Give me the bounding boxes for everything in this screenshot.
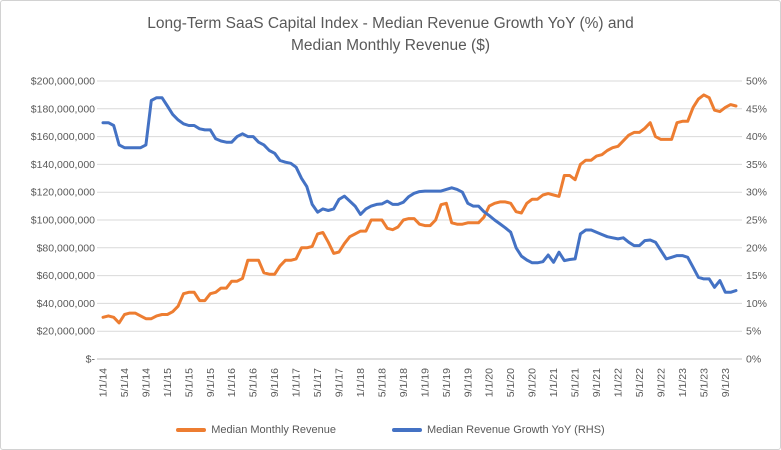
left-axis-tick-label: $60,000,000	[37, 270, 96, 282]
left-axis-tick-label: $140,000,000	[31, 159, 95, 171]
right-axis-tick-label: 30%	[746, 187, 767, 199]
legend-swatch-revenue-icon	[176, 428, 207, 432]
x-axis-tick-label: 9/1/21	[591, 368, 603, 397]
x-axis-tick-label: 1/1/19	[419, 368, 431, 397]
left-axis-tick-label: $40,000,000	[37, 298, 96, 310]
left-axis-tick-label: $180,000,000	[31, 103, 95, 115]
legend-item-revenue-growth: Median Revenue Growth YoY (RHS)	[392, 424, 605, 436]
x-axis-tick-label: 5/1/20	[505, 368, 517, 397]
x-axis-tick-label: 1/1/14	[98, 368, 110, 397]
x-axis-tick-label: 9/1/17	[334, 368, 346, 397]
legend-label-revenue: Median Monthly Revenue	[211, 424, 336, 436]
series-line-revenue-growth-yoy	[101, 96, 738, 294]
legend-swatch-growth-icon	[392, 428, 422, 432]
x-axis-tick-label: 9/1/19	[462, 368, 474, 397]
x-axis-tick-label: 9/1/23	[720, 368, 732, 397]
x-axis-tick-label: 1/1/17	[291, 368, 303, 397]
legend-item-median-monthly-revenue: Median Monthly Revenue	[176, 424, 336, 436]
x-axis-tick-label: 1/1/23	[677, 368, 689, 397]
x-axis-tick-label: 9/1/22	[655, 368, 667, 397]
chart-title-line1: Long-Term SaaS Capital Index - Median Re…	[147, 15, 634, 32]
left-axis-tick-label: $120,000,000	[31, 187, 95, 199]
x-axis-tick-label: 5/1/21	[570, 368, 582, 397]
x-axis-tick-label: 5/1/15	[183, 368, 195, 397]
x-axis-tick-label: 1/1/20	[484, 368, 496, 397]
right-axis-tick-label: 50%	[746, 76, 767, 88]
x-axis-tick-label: 5/1/18	[376, 368, 388, 397]
x-axis-tick-label: 9/1/14	[140, 368, 152, 397]
x-axis-tick-label: 5/1/14	[119, 368, 131, 397]
x-axis-tick-label: 9/1/15	[205, 368, 217, 397]
legend: Median Monthly Revenue Median Revenue Gr…	[1, 424, 780, 436]
right-axis-tick-label: 25%	[746, 215, 767, 227]
right-axis-tick-label: 15%	[746, 270, 767, 282]
x-axis-tick-label: 9/1/16	[269, 368, 281, 397]
x-axis-tick-label: 5/1/19	[441, 368, 453, 397]
chart-title: Long-Term SaaS Capital Index - Median Re…	[1, 13, 780, 58]
left-axis-tick-label: $-	[86, 354, 96, 366]
series-line-median-monthly-revenue	[101, 93, 738, 325]
x-axis-tick-label: 9/1/18	[398, 368, 410, 397]
x-axis-tick-label: 5/1/17	[312, 368, 324, 397]
left-axis-tick-label: $200,000,000	[31, 76, 95, 88]
x-axis-tick-label: 1/1/18	[355, 368, 367, 397]
x-axis-tick-label: 5/1/16	[248, 368, 260, 397]
right-axis-tick-label: 45%	[746, 103, 767, 115]
right-axis-tick-label: 35%	[746, 159, 767, 171]
x-axis-tick-label: 1/1/15	[162, 368, 174, 397]
right-axis-tick-label: 5%	[746, 326, 761, 338]
right-axis-tick-label: 20%	[746, 242, 767, 254]
x-axis-tick-label: 1/1/16	[226, 368, 238, 397]
legend-label-growth: Median Revenue Growth YoY (RHS)	[427, 424, 605, 436]
x-axis-tick-label: 1/1/21	[548, 368, 560, 397]
left-axis-tick-label: $160,000,000	[31, 131, 95, 143]
x-axis-tick-label: 5/1/22	[634, 368, 646, 397]
left-axis-tick-label: $100,000,000	[31, 215, 95, 227]
right-axis-tick-label: 0%	[746, 354, 761, 366]
x-axis-tick-label: 9/1/20	[527, 368, 539, 397]
left-axis-tick-label: $20,000,000	[37, 326, 96, 338]
x-axis-tick-label: 1/1/22	[612, 368, 624, 397]
chart-title-line2: Median Monthly Revenue ($)	[290, 37, 491, 55]
right-axis-tick-label: 10%	[746, 298, 767, 310]
right-axis-tick-label: 40%	[746, 131, 767, 143]
left-axis-tick-label: $80,000,000	[37, 242, 96, 254]
x-axis-tick-label: 5/1/23	[698, 368, 710, 397]
